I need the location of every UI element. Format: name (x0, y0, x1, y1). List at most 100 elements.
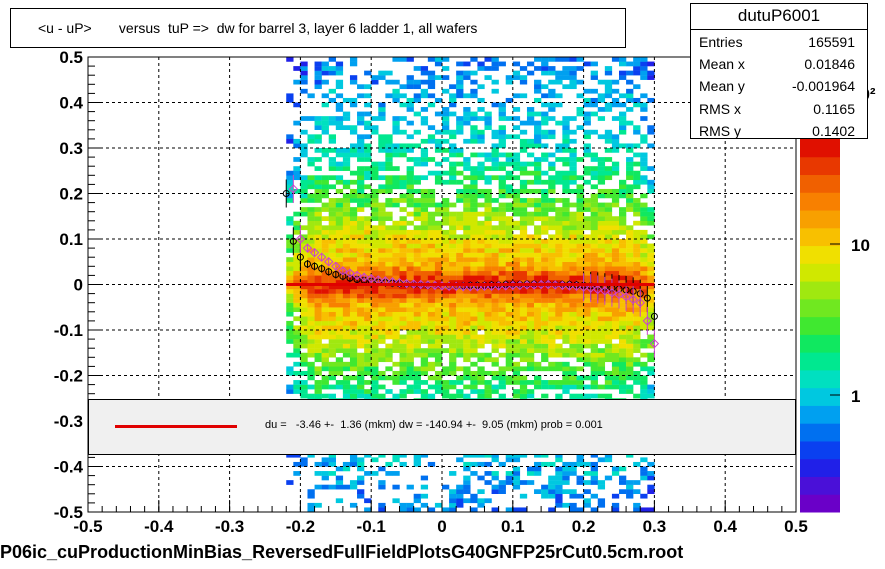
heatmap-cell (434, 211, 443, 217)
heatmap-cell (427, 84, 436, 90)
heatmap-cell (640, 157, 648, 162)
heatmap-cell (604, 380, 613, 385)
heatmap-cell (378, 507, 386, 513)
heatmap-cell (541, 316, 549, 322)
heatmap-cell (314, 166, 322, 171)
heatmap-cell (335, 225, 344, 231)
heatmap-cell (604, 84, 613, 90)
heatmap-cell (619, 289, 627, 294)
heatmap-cell (470, 389, 478, 394)
heatmap-cell (413, 275, 421, 281)
profile-point (366, 273, 376, 284)
heatmap-cell (392, 198, 400, 203)
heatmap-cell (555, 170, 563, 176)
heatmap-cell (335, 293, 344, 299)
heatmap-cell (498, 125, 506, 130)
heatmap-cell (321, 289, 329, 294)
heatmap-cell (470, 375, 478, 381)
heatmap-cell (406, 370, 414, 376)
profile-point (309, 247, 320, 258)
palette-swatch (800, 405, 840, 424)
heatmap-cell (597, 225, 606, 231)
heatmap-cell (463, 161, 471, 167)
heatmap-cell (314, 252, 322, 258)
heatmap-cell (449, 143, 457, 149)
heatmap-cell (364, 234, 372, 240)
heatmap-cell (371, 375, 379, 381)
heatmap-cell (583, 357, 591, 363)
heatmap-cell (427, 393, 436, 399)
heatmap-cell (498, 275, 506, 281)
heatmap-cell (364, 343, 372, 349)
heatmap-cell (597, 307, 606, 312)
heatmap-cell (512, 393, 521, 399)
heatmap-cell (392, 97, 400, 103)
heatmap-cell (597, 257, 606, 262)
heatmap-cell (555, 93, 563, 99)
heatmap-cell (498, 289, 506, 294)
heatmap-cell (371, 170, 379, 176)
heatmap-cell (427, 320, 436, 326)
heatmap-cell (555, 179, 563, 185)
heatmap-cell (449, 339, 457, 344)
heatmap-cell (611, 325, 620, 331)
heatmap-cell (385, 289, 393, 294)
heatmap-cell (342, 116, 351, 121)
heatmap-cell (604, 148, 613, 153)
heatmap-cell (640, 457, 648, 463)
heatmap-cell (434, 325, 443, 331)
heatmap-cell (590, 507, 598, 513)
heatmap-cell (300, 275, 308, 281)
heatmap-cell (611, 311, 620, 317)
heatmap-cell (541, 57, 549, 62)
heatmap-cell (626, 375, 634, 381)
heatmap-cell (307, 293, 315, 299)
heatmap-cell (484, 243, 492, 249)
heatmap-cell (491, 320, 499, 326)
heatmap-cell (420, 93, 429, 99)
heatmap-cell (604, 66, 613, 71)
heatmap-cell (371, 366, 379, 372)
heatmap-cell (491, 88, 499, 94)
heatmap-cell (512, 220, 521, 226)
heatmap-cell (321, 302, 329, 308)
heatmap-cell (442, 75, 450, 80)
heatmap-cell (385, 284, 393, 290)
heatmap-cell (583, 134, 591, 140)
heatmap-cell (604, 229, 613, 235)
heatmap-cell (562, 84, 570, 90)
heatmap-cell (626, 157, 634, 162)
heatmap-cell (413, 202, 421, 208)
heatmap-cell (427, 243, 436, 249)
heatmap-cell (378, 216, 386, 221)
heatmap-cell (484, 384, 492, 390)
heatmap-cell (300, 188, 308, 194)
heatmap-cell (449, 316, 457, 322)
heatmap-cell (449, 134, 457, 140)
heatmap-cell (583, 289, 591, 294)
heatmap-cell (307, 216, 315, 221)
heatmap-cell (519, 198, 528, 203)
heatmap-cell (342, 298, 351, 303)
heatmap-cell (392, 179, 400, 185)
heatmap-cell (449, 302, 457, 308)
heatmap-cell (342, 97, 351, 103)
heatmap-cell (604, 320, 613, 326)
heatmap-cell (512, 348, 521, 353)
y-tick-label: -0.1 (54, 321, 83, 340)
heatmap-cell (477, 243, 485, 249)
heatmap-cell (392, 257, 400, 262)
heatmap-cell (449, 493, 457, 499)
heatmap-cell (385, 389, 393, 394)
heatmap-cell (300, 457, 308, 463)
heatmap-cell (597, 293, 606, 299)
heatmap-cell (364, 157, 372, 162)
heatmap-cell (477, 475, 485, 481)
heatmap-cell (406, 325, 414, 331)
heatmap-cell (534, 157, 542, 162)
heatmap-cell (314, 366, 322, 372)
heatmap-cell (335, 61, 344, 67)
profile-point (621, 292, 631, 302)
heatmap-cell (449, 229, 457, 235)
heatmap-cell (434, 266, 443, 272)
